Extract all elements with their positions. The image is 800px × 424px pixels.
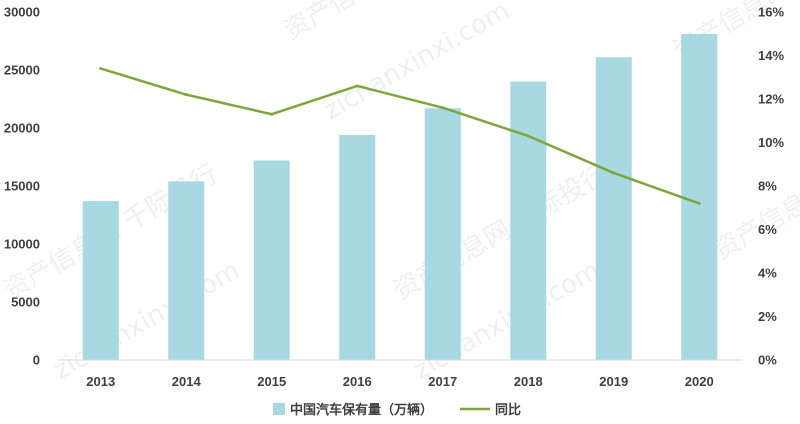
watermark-text: zichanxinxi.com — [319, 0, 515, 126]
line-point — [441, 106, 445, 110]
bar — [168, 181, 205, 360]
line-point — [184, 93, 188, 97]
left-y-tick-label: 20000 — [4, 121, 40, 136]
bar-series — [82, 34, 718, 361]
x-tick-label: 2016 — [343, 374, 372, 389]
line-path — [100, 67, 700, 205]
watermark-text: 资产信息网 千际投行 — [709, 119, 800, 266]
bar — [424, 108, 461, 360]
x-tick-label: 2017 — [428, 374, 457, 389]
bar — [253, 160, 290, 360]
bar — [339, 134, 376, 360]
right-y-tick-label: 8% — [758, 179, 777, 194]
x-axis: 2013 2014 2015 2016 2017 2018 2019 2020 — [86, 374, 713, 389]
line-point — [270, 112, 274, 116]
left-y-tick-label: 15000 — [4, 179, 40, 194]
bar — [681, 34, 718, 360]
x-tick-label: 2013 — [86, 374, 115, 389]
line-point — [697, 201, 701, 205]
legend-bar-swatch — [273, 403, 285, 415]
x-tick-label: 2014 — [172, 374, 202, 389]
left-y-tick-label: 0 — [33, 353, 40, 368]
legend-line-label: 同比 — [495, 402, 521, 418]
right-y-tick-label: 10% — [758, 135, 784, 150]
line-point — [99, 67, 103, 71]
right-y-axis: 0% 2% 4% 6% 8% 10% 12% 14% 16% — [758, 5, 784, 368]
right-y-tick-label: 12% — [758, 92, 784, 107]
line-point — [526, 134, 530, 138]
x-tick-label: 2020 — [685, 374, 714, 389]
x-tick-label: 2018 — [514, 374, 543, 389]
bar — [82, 201, 119, 360]
line-point — [355, 84, 359, 88]
bar — [595, 57, 632, 361]
legend: 中国汽车保有量（万辆） 同比 — [273, 402, 521, 418]
left-y-tick-label: 30000 — [4, 5, 40, 20]
right-y-tick-label: 16% — [758, 5, 784, 20]
left-y-tick-label: 5000 — [11, 295, 40, 310]
legend-bar-label: 中国汽车保有量（万辆） — [290, 402, 433, 418]
line-series — [99, 67, 701, 205]
x-tick-label: 2019 — [599, 374, 628, 389]
left-y-tick-label: 25000 — [4, 63, 40, 78]
left-y-axis: 0 5000 10000 15000 20000 25000 30000 — [4, 5, 40, 368]
x-tick-label: 2015 — [257, 374, 286, 389]
right-y-tick-label: 4% — [758, 266, 777, 281]
watermark-text: zichanxinxi.com — [49, 255, 245, 386]
right-y-tick-label: 2% — [758, 309, 777, 324]
line-point — [612, 171, 616, 175]
right-y-tick-label: 0% — [758, 353, 777, 368]
right-y-tick-label: 6% — [758, 222, 777, 237]
right-y-tick-label: 14% — [758, 48, 784, 63]
left-y-tick-label: 10000 — [4, 237, 40, 252]
bar — [510, 81, 547, 360]
